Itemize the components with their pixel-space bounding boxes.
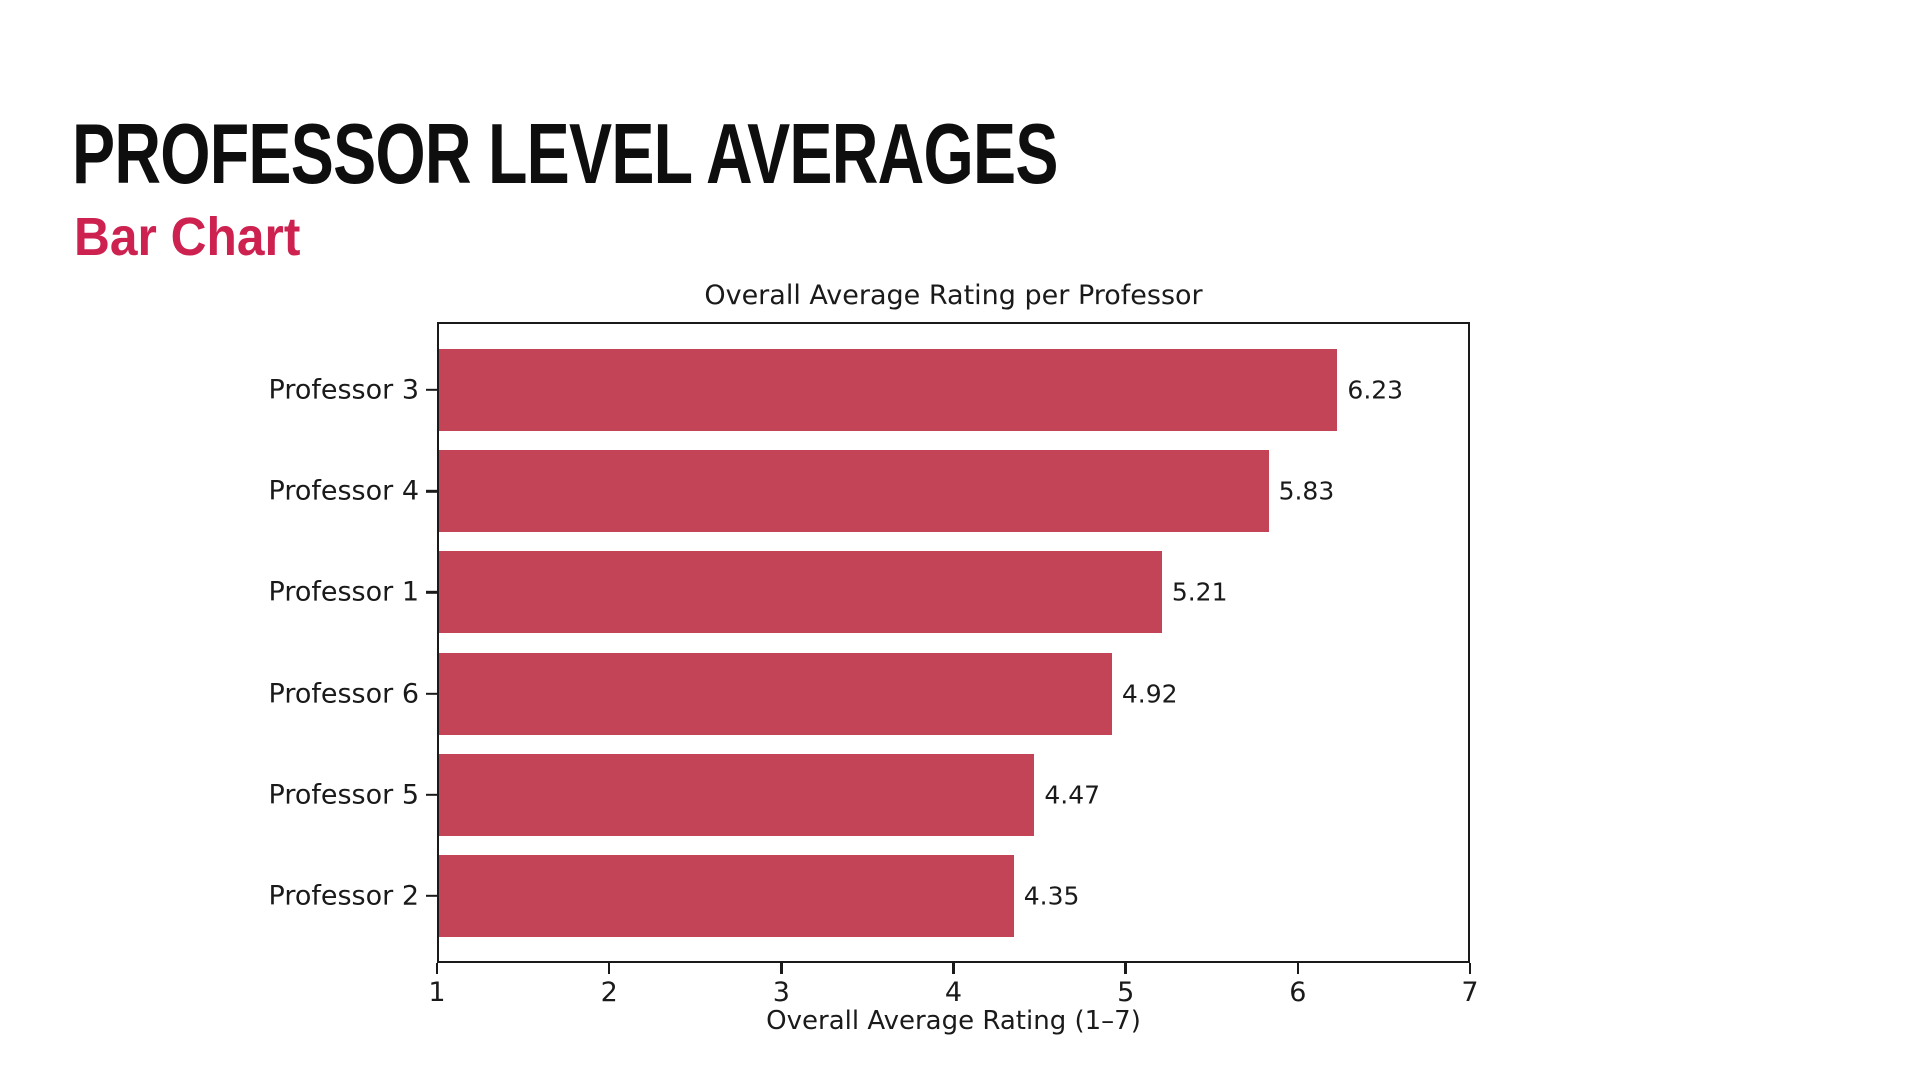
y-tick-mark — [426, 692, 437, 695]
bar-professor-5 — [439, 753, 1035, 836]
y-category-label: Professor 1 — [268, 576, 419, 608]
y-tick-mark — [426, 793, 437, 796]
x-tick-label: 1 — [428, 977, 446, 1008]
x-axis-label: Overall Average Rating (1–7) — [766, 1006, 1141, 1036]
y-tick-mark — [426, 489, 437, 493]
y-category-label: Professor 5 — [268, 779, 419, 811]
y-category-label: Professor 3 — [268, 374, 419, 406]
y-tick-mark — [426, 388, 437, 392]
x-tick-label: 2 — [600, 977, 618, 1008]
x-tick-mark — [1296, 963, 1300, 974]
bar-professor-6 — [439, 652, 1112, 735]
x-tick-mark — [952, 963, 955, 974]
bar-value-label: 4.47 — [1044, 780, 1101, 810]
bar-value-label: 5.83 — [1278, 476, 1335, 506]
x-tick-mark — [1124, 963, 1127, 974]
bar-value-label: 4.92 — [1121, 679, 1178, 709]
bar-value-label: 5.21 — [1171, 577, 1228, 607]
bar-professor-2 — [439, 855, 1014, 937]
bar-professor-3 — [439, 349, 1338, 431]
x-tick-mark — [1468, 963, 1472, 974]
x-tick-label: 5 — [1117, 977, 1135, 1008]
y-category-label: Professor 2 — [268, 880, 419, 912]
bar-professor-4 — [439, 450, 1269, 533]
x-tick-label: 7 — [1461, 977, 1479, 1008]
x-tick-label: 6 — [1289, 977, 1307, 1008]
x-tick-label: 3 — [772, 977, 790, 1008]
x-tick-label: 4 — [944, 977, 963, 1008]
slide-subtitle: Bar Chart — [74, 207, 301, 267]
y-tick-mark — [426, 894, 437, 898]
chart-title: Overall Average Rating per Professor — [704, 280, 1203, 311]
bar-chart-plot-area — [437, 322, 1470, 963]
bar-value-label: 6.23 — [1347, 375, 1404, 405]
x-tick-mark — [435, 963, 439, 974]
slide-title: PROFESSOR LEVEL AVERAGES — [72, 107, 1058, 202]
bar-value-label: 4.35 — [1023, 881, 1080, 911]
x-tick-mark — [607, 963, 611, 974]
y-tick-mark — [426, 591, 437, 594]
y-category-label: Professor 4 — [268, 475, 419, 507]
y-category-label: Professor 6 — [268, 678, 419, 710]
bar-professor-1 — [439, 551, 1162, 634]
x-tick-mark — [780, 963, 783, 974]
